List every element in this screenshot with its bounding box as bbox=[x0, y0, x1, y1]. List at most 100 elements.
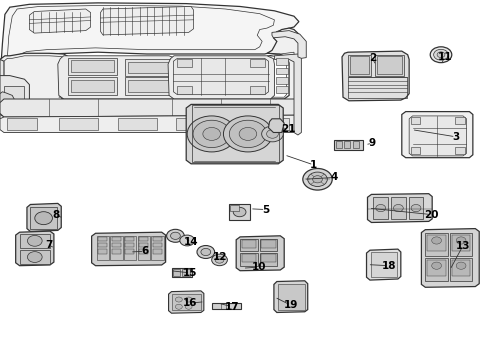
Polygon shape bbox=[0, 28, 299, 130]
Bar bbox=[20, 250, 50, 264]
Bar bbox=[377, 56, 402, 74]
Circle shape bbox=[27, 252, 42, 262]
Bar bbox=[182, 269, 190, 276]
Bar bbox=[138, 236, 150, 260]
Bar bbox=[242, 254, 256, 262]
Bar bbox=[212, 303, 241, 309]
Text: 7: 7 bbox=[45, 240, 53, 250]
Bar bbox=[348, 55, 371, 76]
Text: 4: 4 bbox=[330, 172, 338, 183]
Circle shape bbox=[303, 168, 332, 190]
Text: 10: 10 bbox=[251, 262, 266, 272]
Bar bbox=[71, 60, 114, 72]
Bar bbox=[68, 58, 117, 75]
Circle shape bbox=[434, 49, 448, 60]
Bar bbox=[260, 239, 277, 251]
Circle shape bbox=[411, 204, 421, 212]
Polygon shape bbox=[29, 9, 91, 33]
Bar bbox=[450, 233, 472, 256]
Circle shape bbox=[456, 262, 466, 269]
Polygon shape bbox=[100, 6, 194, 35]
Text: 17: 17 bbox=[225, 302, 240, 312]
Bar bbox=[59, 118, 98, 130]
Text: 20: 20 bbox=[424, 210, 439, 220]
Bar bbox=[261, 240, 276, 248]
Circle shape bbox=[27, 235, 42, 246]
Bar bbox=[151, 236, 164, 260]
Circle shape bbox=[175, 304, 182, 309]
Circle shape bbox=[167, 229, 184, 242]
Polygon shape bbox=[168, 56, 274, 99]
Text: 16: 16 bbox=[183, 298, 197, 308]
Text: 15: 15 bbox=[183, 268, 197, 278]
Bar bbox=[425, 233, 448, 256]
Bar bbox=[112, 249, 121, 254]
Bar bbox=[4, 86, 24, 103]
Text: 21: 21 bbox=[281, 124, 295, 134]
Polygon shape bbox=[274, 281, 308, 312]
Circle shape bbox=[229, 120, 267, 148]
Bar bbox=[242, 240, 256, 248]
Bar bbox=[240, 253, 258, 266]
Bar bbox=[112, 243, 121, 247]
Bar bbox=[230, 205, 239, 211]
Bar bbox=[118, 118, 157, 130]
Bar bbox=[139, 249, 148, 254]
Bar bbox=[261, 254, 276, 262]
Polygon shape bbox=[0, 76, 29, 128]
Polygon shape bbox=[402, 112, 473, 158]
Bar bbox=[5, 106, 22, 115]
Circle shape bbox=[203, 127, 220, 140]
Polygon shape bbox=[0, 99, 299, 117]
Polygon shape bbox=[421, 229, 479, 287]
Text: 2: 2 bbox=[369, 53, 376, 63]
Bar bbox=[344, 141, 350, 148]
Bar bbox=[276, 68, 288, 74]
Polygon shape bbox=[27, 203, 61, 231]
Circle shape bbox=[233, 207, 246, 217]
Bar bbox=[68, 77, 117, 95]
Text: 1: 1 bbox=[310, 160, 317, 170]
Bar bbox=[20, 234, 50, 248]
Bar bbox=[455, 147, 465, 154]
Bar bbox=[125, 249, 134, 254]
Polygon shape bbox=[0, 59, 4, 127]
Circle shape bbox=[239, 127, 257, 140]
Polygon shape bbox=[58, 56, 179, 99]
Circle shape bbox=[262, 126, 283, 142]
Polygon shape bbox=[92, 232, 166, 266]
Bar bbox=[153, 243, 162, 247]
Bar bbox=[5, 117, 22, 124]
Bar bbox=[128, 80, 169, 92]
Polygon shape bbox=[169, 291, 204, 313]
Polygon shape bbox=[269, 119, 284, 132]
Circle shape bbox=[430, 47, 452, 63]
Circle shape bbox=[308, 172, 327, 186]
Bar bbox=[177, 59, 192, 67]
Text: 3: 3 bbox=[452, 132, 459, 142]
Circle shape bbox=[313, 176, 322, 183]
Polygon shape bbox=[274, 54, 301, 135]
Text: 12: 12 bbox=[213, 252, 228, 262]
Circle shape bbox=[201, 248, 211, 256]
Bar bbox=[455, 117, 465, 124]
Circle shape bbox=[171, 232, 180, 239]
Bar bbox=[427, 260, 446, 276]
Text: 13: 13 bbox=[456, 240, 470, 251]
Bar bbox=[177, 86, 192, 94]
Bar bbox=[153, 237, 162, 241]
Bar bbox=[139, 243, 148, 247]
Polygon shape bbox=[173, 58, 269, 95]
Circle shape bbox=[197, 246, 215, 258]
Bar bbox=[125, 243, 134, 247]
Polygon shape bbox=[186, 104, 283, 164]
Polygon shape bbox=[367, 249, 401, 280]
Bar bbox=[71, 80, 114, 92]
Bar bbox=[98, 237, 107, 241]
Bar bbox=[348, 77, 407, 98]
Bar bbox=[411, 117, 420, 124]
Bar bbox=[250, 86, 265, 94]
Bar bbox=[125, 237, 134, 241]
Bar bbox=[276, 77, 288, 84]
Bar bbox=[427, 235, 446, 251]
